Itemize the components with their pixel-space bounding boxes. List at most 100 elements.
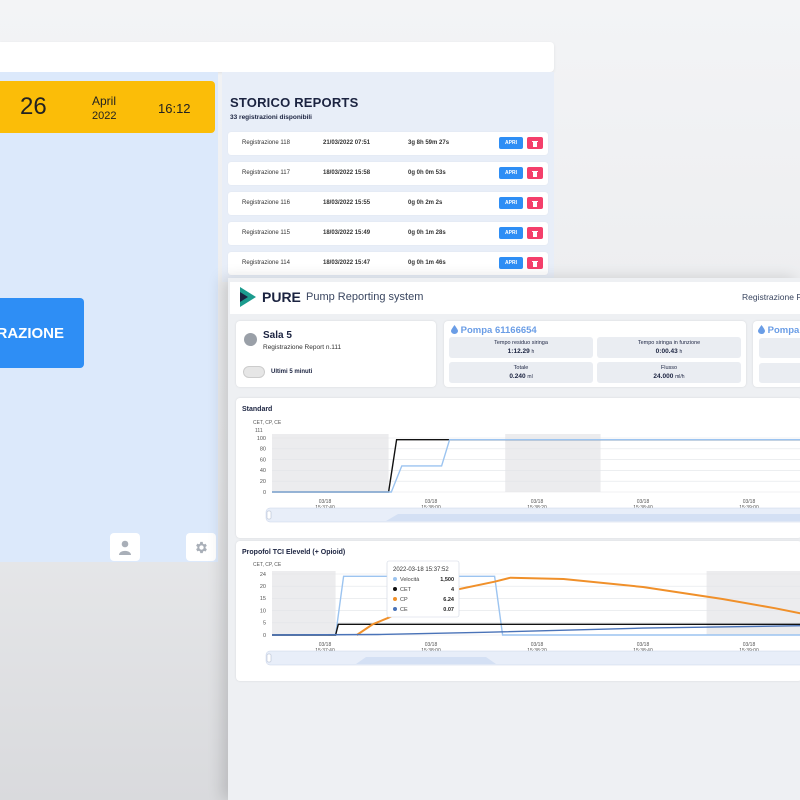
report-name: Registrazione 118	[242, 140, 290, 146]
report-duration: 3g 8h 59m 27s	[408, 140, 450, 146]
trash-icon	[532, 260, 538, 267]
open-report-button[interactable]: APRI	[499, 167, 523, 179]
report-duration: 0g 0h 1m 28s	[408, 230, 446, 236]
report-name: Registrazione 116	[242, 200, 290, 206]
chart-ylabel: CET, CP, CE	[253, 562, 282, 568]
x-tick-label: 03/18	[743, 642, 756, 648]
x-tick-label: 03/18	[637, 499, 650, 505]
reports-title: STORICO REPORTS	[230, 95, 359, 110]
chart-card-standard: Standard CET, CP, CE 111 100 80 60 40 20 0 03/…	[236, 398, 800, 538]
delete-report-button[interactable]	[527, 257, 543, 269]
stat-value: 0.240	[509, 373, 526, 380]
tooltip-value: 6.24	[443, 597, 455, 603]
stat-label: Flusso	[660, 365, 678, 371]
pump-title-text: Pompa 61166654	[460, 325, 537, 336]
report-date: 18/03/2022 15:58	[323, 170, 371, 176]
trash-icon	[532, 230, 538, 237]
pump2-title-text: Pompa	[767, 325, 800, 336]
report-name: Registrazione 115	[242, 230, 290, 236]
x-tick-label: 03/18	[319, 499, 332, 505]
delete-report-button[interactable]	[527, 137, 543, 149]
navigator-handle[interactable]	[266, 510, 272, 520]
stat-value: 0:00.43	[655, 348, 678, 355]
open-report-button[interactable]: APRI	[499, 227, 523, 239]
back-window-topbar	[0, 42, 554, 72]
header-recording-label: Registrazione Re	[742, 292, 800, 302]
y-tick-label: 100	[257, 436, 266, 442]
sala-subtitle: Registrazione Report n.111	[263, 344, 342, 351]
x-tick-label: 03/18	[425, 499, 438, 505]
stat-label: Tempo residuo siringa	[494, 340, 548, 346]
delete-report-button[interactable]	[527, 197, 543, 209]
report-duration: 0g 0h 0m 53s	[408, 170, 446, 176]
report-date: 21/03/2022 07:51	[323, 140, 371, 146]
stat-value: 24.000	[653, 373, 674, 380]
user-icon	[119, 540, 131, 555]
y-tick-label: 15	[260, 596, 266, 602]
report-duration: 0g 0h 1m 46s	[408, 260, 446, 266]
tooltip-title: 2022-03-18 15:37:52	[393, 567, 449, 573]
x-tick-label: 03/18	[319, 642, 332, 648]
stat-tempo-in-funzione: Tempo siringa in funzione 0:00.43 h	[597, 337, 741, 358]
brand-subtitle: Pump Reporting system	[306, 291, 424, 303]
tooltip-dot-cp	[393, 597, 397, 601]
tooltip-value: 0.07	[443, 607, 454, 613]
chart-tooltip	[386, 560, 460, 618]
tooltip-dot-cet	[393, 587, 397, 591]
delete-report-button[interactable]	[527, 167, 543, 179]
y-tick-label: 20	[260, 584, 266, 590]
open-report-button[interactable]: APRI	[499, 257, 523, 269]
tooltip-label: Velocità	[400, 577, 420, 583]
front-window-header	[230, 282, 800, 314]
gear-icon	[195, 541, 207, 553]
series-line-ce	[271, 625, 800, 636]
report-row: Registrazione 116 18/03/2022 15:55 0g 0h…	[228, 192, 548, 215]
date-year: 2022	[92, 110, 117, 122]
pump2-title: Pompa	[758, 325, 799, 336]
y-tick-label: 10	[260, 608, 266, 614]
chart-navigator-series	[272, 657, 800, 664]
chart-navigator-series	[272, 514, 800, 521]
x-tick-label: 03/18	[637, 642, 650, 648]
date-month: April	[92, 94, 117, 108]
tooltip-dot-velocita	[393, 577, 397, 581]
chart-y-top-label: 111	[255, 428, 263, 434]
y-tick-label: 0	[263, 633, 266, 639]
chart-title: Propofol TCI Eleveld (+ Opioid)	[242, 549, 346, 556]
stat-unit: ml	[527, 374, 533, 380]
navigator-handle[interactable]	[266, 653, 272, 663]
registrazione-button[interactable]: RAZIONE	[0, 298, 84, 368]
stat-label: Tempo siringa in funzione	[637, 340, 701, 346]
report-duration: 0g 0h 2m 2s	[408, 200, 443, 206]
stat-tempo-residuo: Tempo residuo siringa 1:12.29 h	[449, 337, 593, 358]
sala-status-dot	[244, 333, 257, 346]
stat-totale: Totale 0.240 ml	[449, 362, 593, 383]
chart-ylabel: CET, CP, CE	[253, 420, 282, 426]
report-row: Registrazione 115 18/03/2022 15:49 0g 0h…	[228, 222, 548, 245]
settings-button[interactable]	[186, 533, 216, 561]
date-day: 26	[20, 93, 47, 120]
trash-icon	[532, 140, 538, 147]
open-report-button[interactable]: APRI	[499, 197, 523, 209]
chart-shaded-band	[272, 571, 336, 635]
user-button[interactable]	[110, 533, 140, 561]
chart-propofol: 242015105003/1815:37:4003/1815:38:0003/1…	[260, 560, 800, 666]
chart-shaded-band	[272, 434, 389, 492]
last-5-minutes-toggle[interactable]	[243, 366, 265, 378]
y-tick-label: 40	[260, 468, 266, 474]
sala-card	[236, 321, 436, 387]
chart-card-propofol: Propofol TCI Eleveld (+ Opioid) CET, CP,…	[236, 541, 800, 681]
stat-label: Totale	[513, 365, 529, 371]
last-5-minutes-label: Ultimi 5 minuti	[271, 369, 313, 375]
date-banner: 26 April 2022 16:12	[0, 81, 215, 133]
tooltip-value: 1,500	[440, 577, 454, 583]
tooltip-value: 4	[451, 587, 455, 593]
open-report-button[interactable]: APRI	[499, 137, 523, 149]
drop-icon	[451, 325, 458, 334]
sala-title: Sala 5	[263, 330, 292, 341]
y-tick-label: 60	[260, 457, 266, 463]
report-row: Registrazione 117 18/03/2022 15:58 0g 0h…	[228, 162, 548, 185]
brand-name: PURE	[262, 289, 301, 305]
delete-report-button[interactable]	[527, 227, 543, 239]
stat-unit: ml/h	[675, 374, 685, 380]
